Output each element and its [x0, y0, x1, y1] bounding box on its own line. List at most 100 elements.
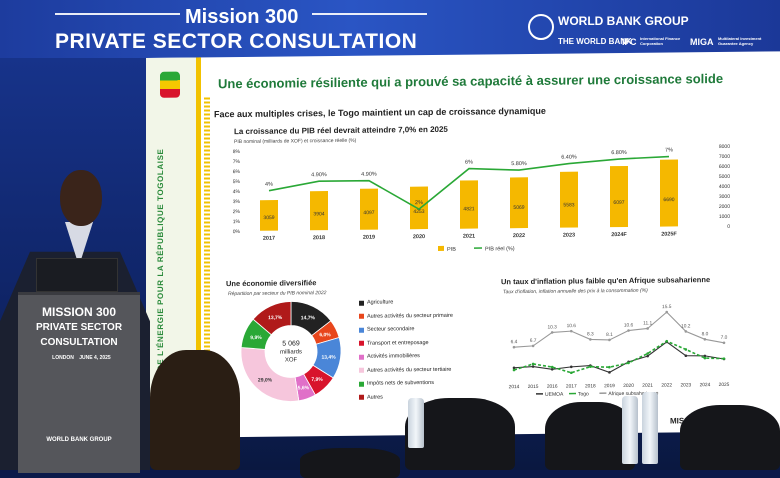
- inflation-x-tick: 2023: [680, 382, 691, 388]
- pie-legend-swatch: [359, 381, 364, 386]
- pie-legend-item: Autres activités du secteur primaire: [359, 312, 453, 319]
- sector-pie-chart: 14,7%6,0%13,4%7,9%5,6%29,0%9,9%13,7%5 06…: [236, 296, 346, 407]
- pie-legend-label: Secteur secondaire: [367, 326, 414, 332]
- pie-legend-label: Autres activités du secteur primaire: [367, 312, 453, 319]
- pie-legend-swatch: [359, 314, 364, 319]
- gdp-bar: [510, 177, 528, 228]
- gdp-growth-label: 5.80%: [511, 161, 527, 167]
- gdp-bar-label: 3904: [313, 211, 324, 217]
- audience-member: [150, 350, 240, 470]
- gdp-legend-swatch: [438, 246, 444, 251]
- podium-date: JUNE 4, 2025: [34, 355, 156, 361]
- water-bottle: [642, 392, 658, 464]
- inflation-value-label: 10.3: [548, 324, 558, 330]
- gdp-y-left-tick: 3%: [233, 199, 241, 205]
- inflation-value-label: 8.0: [702, 331, 709, 337]
- inflation-value-label: 10.2: [681, 323, 691, 329]
- inflation-point: [532, 345, 535, 348]
- inflation-x-tick: 2018: [585, 383, 596, 389]
- banner-org: WORLD BANK GROUP: [558, 14, 689, 28]
- gdp-x-tick: 2023: [563, 233, 575, 239]
- pie-legend-label: Agriculture: [367, 299, 393, 305]
- gdp-bar-label: 5069: [513, 205, 524, 211]
- inflation-value-label: 11.1: [643, 320, 652, 326]
- world-bank-globe-icon: [528, 14, 554, 40]
- banner-rule-left: [55, 13, 180, 15]
- gdp-y-left-tick: 0%: [233, 229, 241, 235]
- inflation-x-tick: 2014: [509, 384, 520, 390]
- pie-slice-label: 7,9%: [311, 377, 323, 383]
- gdp-bar-label: 3059: [263, 215, 274, 221]
- gdp-bar: [610, 166, 628, 227]
- inflation-point: [608, 366, 611, 369]
- inflation-x-tick: 2022: [661, 382, 672, 388]
- slide-subtitle: Face aux multiples crises, le Togo maint…: [214, 106, 546, 119]
- gdp-bar-label: 6690: [663, 197, 674, 203]
- gdp-bar-label: 6097: [613, 200, 624, 206]
- inflation-x-tick: 2019: [604, 383, 615, 389]
- pie-center-value: 5 069: [282, 340, 300, 347]
- inflation-x-tick: 2021: [642, 383, 653, 389]
- gdp-bar: [560, 172, 578, 228]
- pie-legend-label: Impôts nets de subventions: [367, 380, 434, 387]
- inflation-value-label: 10.6: [624, 322, 634, 328]
- gdp-y-left-tick: 4%: [233, 189, 241, 195]
- pie-title: Une économie diversifiée: [226, 278, 316, 288]
- inflation-legend-label: UEMOA: [545, 392, 564, 398]
- pie-legend-item: Activités immobilières: [359, 353, 420, 360]
- laptop: [36, 258, 118, 292]
- inflation-x-tick: 2025: [719, 382, 730, 388]
- banner-rule-right: [312, 13, 427, 15]
- inflation-value-label: 8.1: [606, 332, 613, 338]
- pie-center-unit: XOF: [285, 357, 298, 363]
- inflation-value-label: 10.6: [567, 323, 577, 329]
- inflation-x-tick: 2020: [623, 383, 634, 389]
- speaker-head: [60, 170, 102, 226]
- pie-legend-item: Autres activités du secteur tertiaire: [359, 366, 451, 373]
- pie-legend-swatch: [359, 368, 364, 373]
- inflation-title: Un taux d'inflation plus faible qu'en Af…: [501, 275, 710, 286]
- gdp-chart-title: La croissance du PIB réel devrait attein…: [234, 125, 448, 136]
- gdp-y-right-tick: 1000: [719, 214, 730, 220]
- gdp-growth-label: 4%: [265, 182, 273, 188]
- gdp-x-tick: 2021: [463, 234, 475, 240]
- pie-legend-swatch: [359, 354, 364, 359]
- inflation-value-label: 6.7: [530, 338, 537, 344]
- gdp-growth-label: 4.90%: [361, 172, 377, 178]
- inflation-point: [646, 327, 649, 330]
- inflation-point: [723, 341, 726, 344]
- banner-org-item: IFC: [622, 37, 637, 47]
- podium-line1: MISSION 300: [18, 305, 140, 319]
- pie-slice-label: 9,9%: [250, 335, 262, 341]
- banner-org-item: International Finance Corporation: [640, 36, 684, 46]
- pie-legend-item: Agriculture: [359, 299, 393, 305]
- gdp-growth-label: 6%: [465, 160, 473, 166]
- gdp-y-left-tick: 1%: [233, 219, 241, 225]
- gdp-y-left-tick: 6%: [233, 169, 241, 175]
- inflation-point: [627, 329, 630, 332]
- inflation-value-label: 7.0: [721, 335, 728, 341]
- gdp-growth-label: 2%: [415, 200, 423, 206]
- gdp-y-left-tick: 7%: [233, 159, 241, 165]
- gdp-y-left-tick: 8%: [233, 149, 241, 155]
- pie-legend-label: Activités immobilières: [367, 353, 420, 360]
- pie-center-label: milliards: [280, 349, 302, 355]
- pie-slice-label: 5,6%: [298, 385, 310, 391]
- gdp-growth-label: 4.90%: [311, 172, 327, 178]
- gdp-x-tick: 2022: [513, 233, 525, 239]
- pie-legend-item: Secteur secondaire: [359, 326, 414, 333]
- gdp-bar: [410, 187, 428, 230]
- water-bottle: [408, 398, 424, 448]
- inflation-legend-label: Togo: [578, 391, 589, 397]
- gdp-x-tick: 2017: [263, 236, 275, 242]
- podium-line2: PRIVATE SECTOR: [18, 322, 140, 333]
- inflation-point: [608, 371, 611, 374]
- inflation-point: [532, 365, 535, 368]
- gdp-bar-label: 4097: [363, 210, 374, 216]
- gdp-growth-label: 6.80%: [611, 150, 627, 156]
- gdp-y-right-tick: 2000: [719, 204, 730, 210]
- inflation-line: [514, 341, 724, 373]
- pie-legend-item: Impôts nets de subventions: [359, 380, 434, 387]
- gdp-growth-label: 7%: [665, 147, 673, 153]
